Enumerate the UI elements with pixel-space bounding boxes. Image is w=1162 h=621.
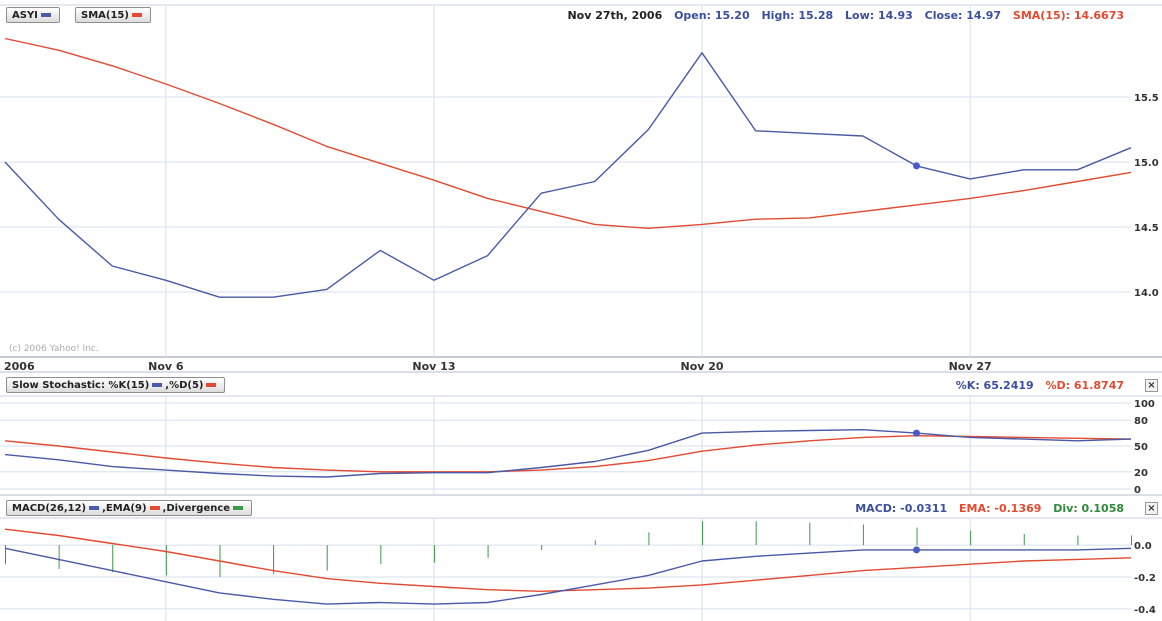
legend-symbol-tag[interactable]: ASYI xyxy=(6,7,60,23)
readout-close: Close: 14.97 xyxy=(924,9,1002,22)
macd-highlight-marker xyxy=(913,546,921,554)
legend-sma-tag[interactable]: SMA(15) xyxy=(75,7,151,23)
stoch-highlight-marker xyxy=(913,429,921,437)
stoch-close-button[interactable]: × xyxy=(1145,379,1158,392)
stoch-legend-tag[interactable]: Slow Stochastic: %K(15) ,%D(5) xyxy=(6,377,226,393)
stoch-d-readout: %D: 61.8747 xyxy=(1045,379,1124,392)
stoch-tick-label: 80 xyxy=(1134,416,1148,427)
macd-close-button[interactable]: × xyxy=(1145,502,1158,515)
stoch-d-label: ,%D(5) xyxy=(165,380,204,391)
readout-high: High: 15.28 xyxy=(761,9,834,22)
stoch-tick-label: 20 xyxy=(1134,468,1148,479)
stoch-tick-label: 100 xyxy=(1134,399,1155,410)
date-tick-label: 2006 xyxy=(4,360,35,373)
legend-symbol-label: ASYI xyxy=(12,10,38,21)
stoch-d-swatch xyxy=(206,382,217,387)
macd-ema-readout: EMA: -0.1369 xyxy=(958,502,1042,515)
stoch-tick-label: 50 xyxy=(1134,442,1148,453)
macd-ema-line xyxy=(4,528,1132,592)
macd-line xyxy=(4,547,1132,605)
date-tick-label: Nov 27 xyxy=(949,360,992,373)
date-tick-label: Nov 20 xyxy=(681,360,724,373)
stoch-tick-label: 0 xyxy=(1134,485,1141,496)
macd-div-label: ,Divergence xyxy=(162,503,231,514)
price-highlight-marker xyxy=(913,162,921,170)
macd-legend-tag[interactable]: MACD(26,12) ,EMA(9) ,Divergence xyxy=(6,500,253,516)
price-swatch xyxy=(40,12,51,17)
stoch-k-swatch xyxy=(152,382,163,387)
sma-swatch xyxy=(131,12,142,17)
readout-date: Nov 27th, 2006 xyxy=(567,9,663,22)
stoch-k-line xyxy=(4,429,1132,478)
macd-div-readout: Div: 0.1058 xyxy=(1053,502,1124,515)
macd-swatch xyxy=(89,505,100,510)
macd-readout: MACD: -0.0311 EMA: -0.1369 Div: 0.1058 xyxy=(855,501,1124,517)
macd-tick-label: -0.2 xyxy=(1134,573,1156,584)
stoch-k-readout: %K: 65.2419 xyxy=(955,379,1034,392)
price-tick-label: 14.0 xyxy=(1134,288,1159,299)
readout-low: Low: 14.93 xyxy=(845,9,913,22)
stoch-d-line xyxy=(4,435,1132,473)
readout-sma: SMA(15): 14.6673 xyxy=(1012,9,1124,22)
price-line xyxy=(4,52,1132,298)
stoch-k-label: Slow Stochastic: %K(15) xyxy=(12,380,150,391)
macd-value-readout: MACD: -0.0311 xyxy=(855,502,948,515)
macd-ema-swatch xyxy=(149,505,160,510)
stoch-readout: %K: 65.2419 %D: 61.8747 xyxy=(956,378,1124,394)
date-tick-label: Nov 13 xyxy=(412,360,455,373)
price-tick-label: 14.5 xyxy=(1134,223,1159,234)
legend-sma-label: SMA(15) xyxy=(81,10,129,21)
macd-div-swatch xyxy=(233,505,244,510)
date-tick-label: Nov 6 xyxy=(148,360,184,373)
macd-tick-label: 0.0 xyxy=(1134,541,1152,552)
price-readout: Nov 27th, 2006 Open: 15.20 High: 15.28 L… xyxy=(567,8,1124,24)
price-tick-label: 15.0 xyxy=(1134,158,1159,169)
copyright-text: (c) 2006 Yahoo! Inc. xyxy=(9,344,99,354)
macd-tick-label: -0.4 xyxy=(1134,605,1156,616)
readout-open: Open: 15.20 xyxy=(674,9,750,22)
macd-ema-label: ,EMA(9) xyxy=(102,503,147,514)
macd-label: MACD(26,12) xyxy=(12,503,87,514)
price-tick-label: 15.5 xyxy=(1134,93,1159,104)
sma-line xyxy=(4,37,1132,230)
